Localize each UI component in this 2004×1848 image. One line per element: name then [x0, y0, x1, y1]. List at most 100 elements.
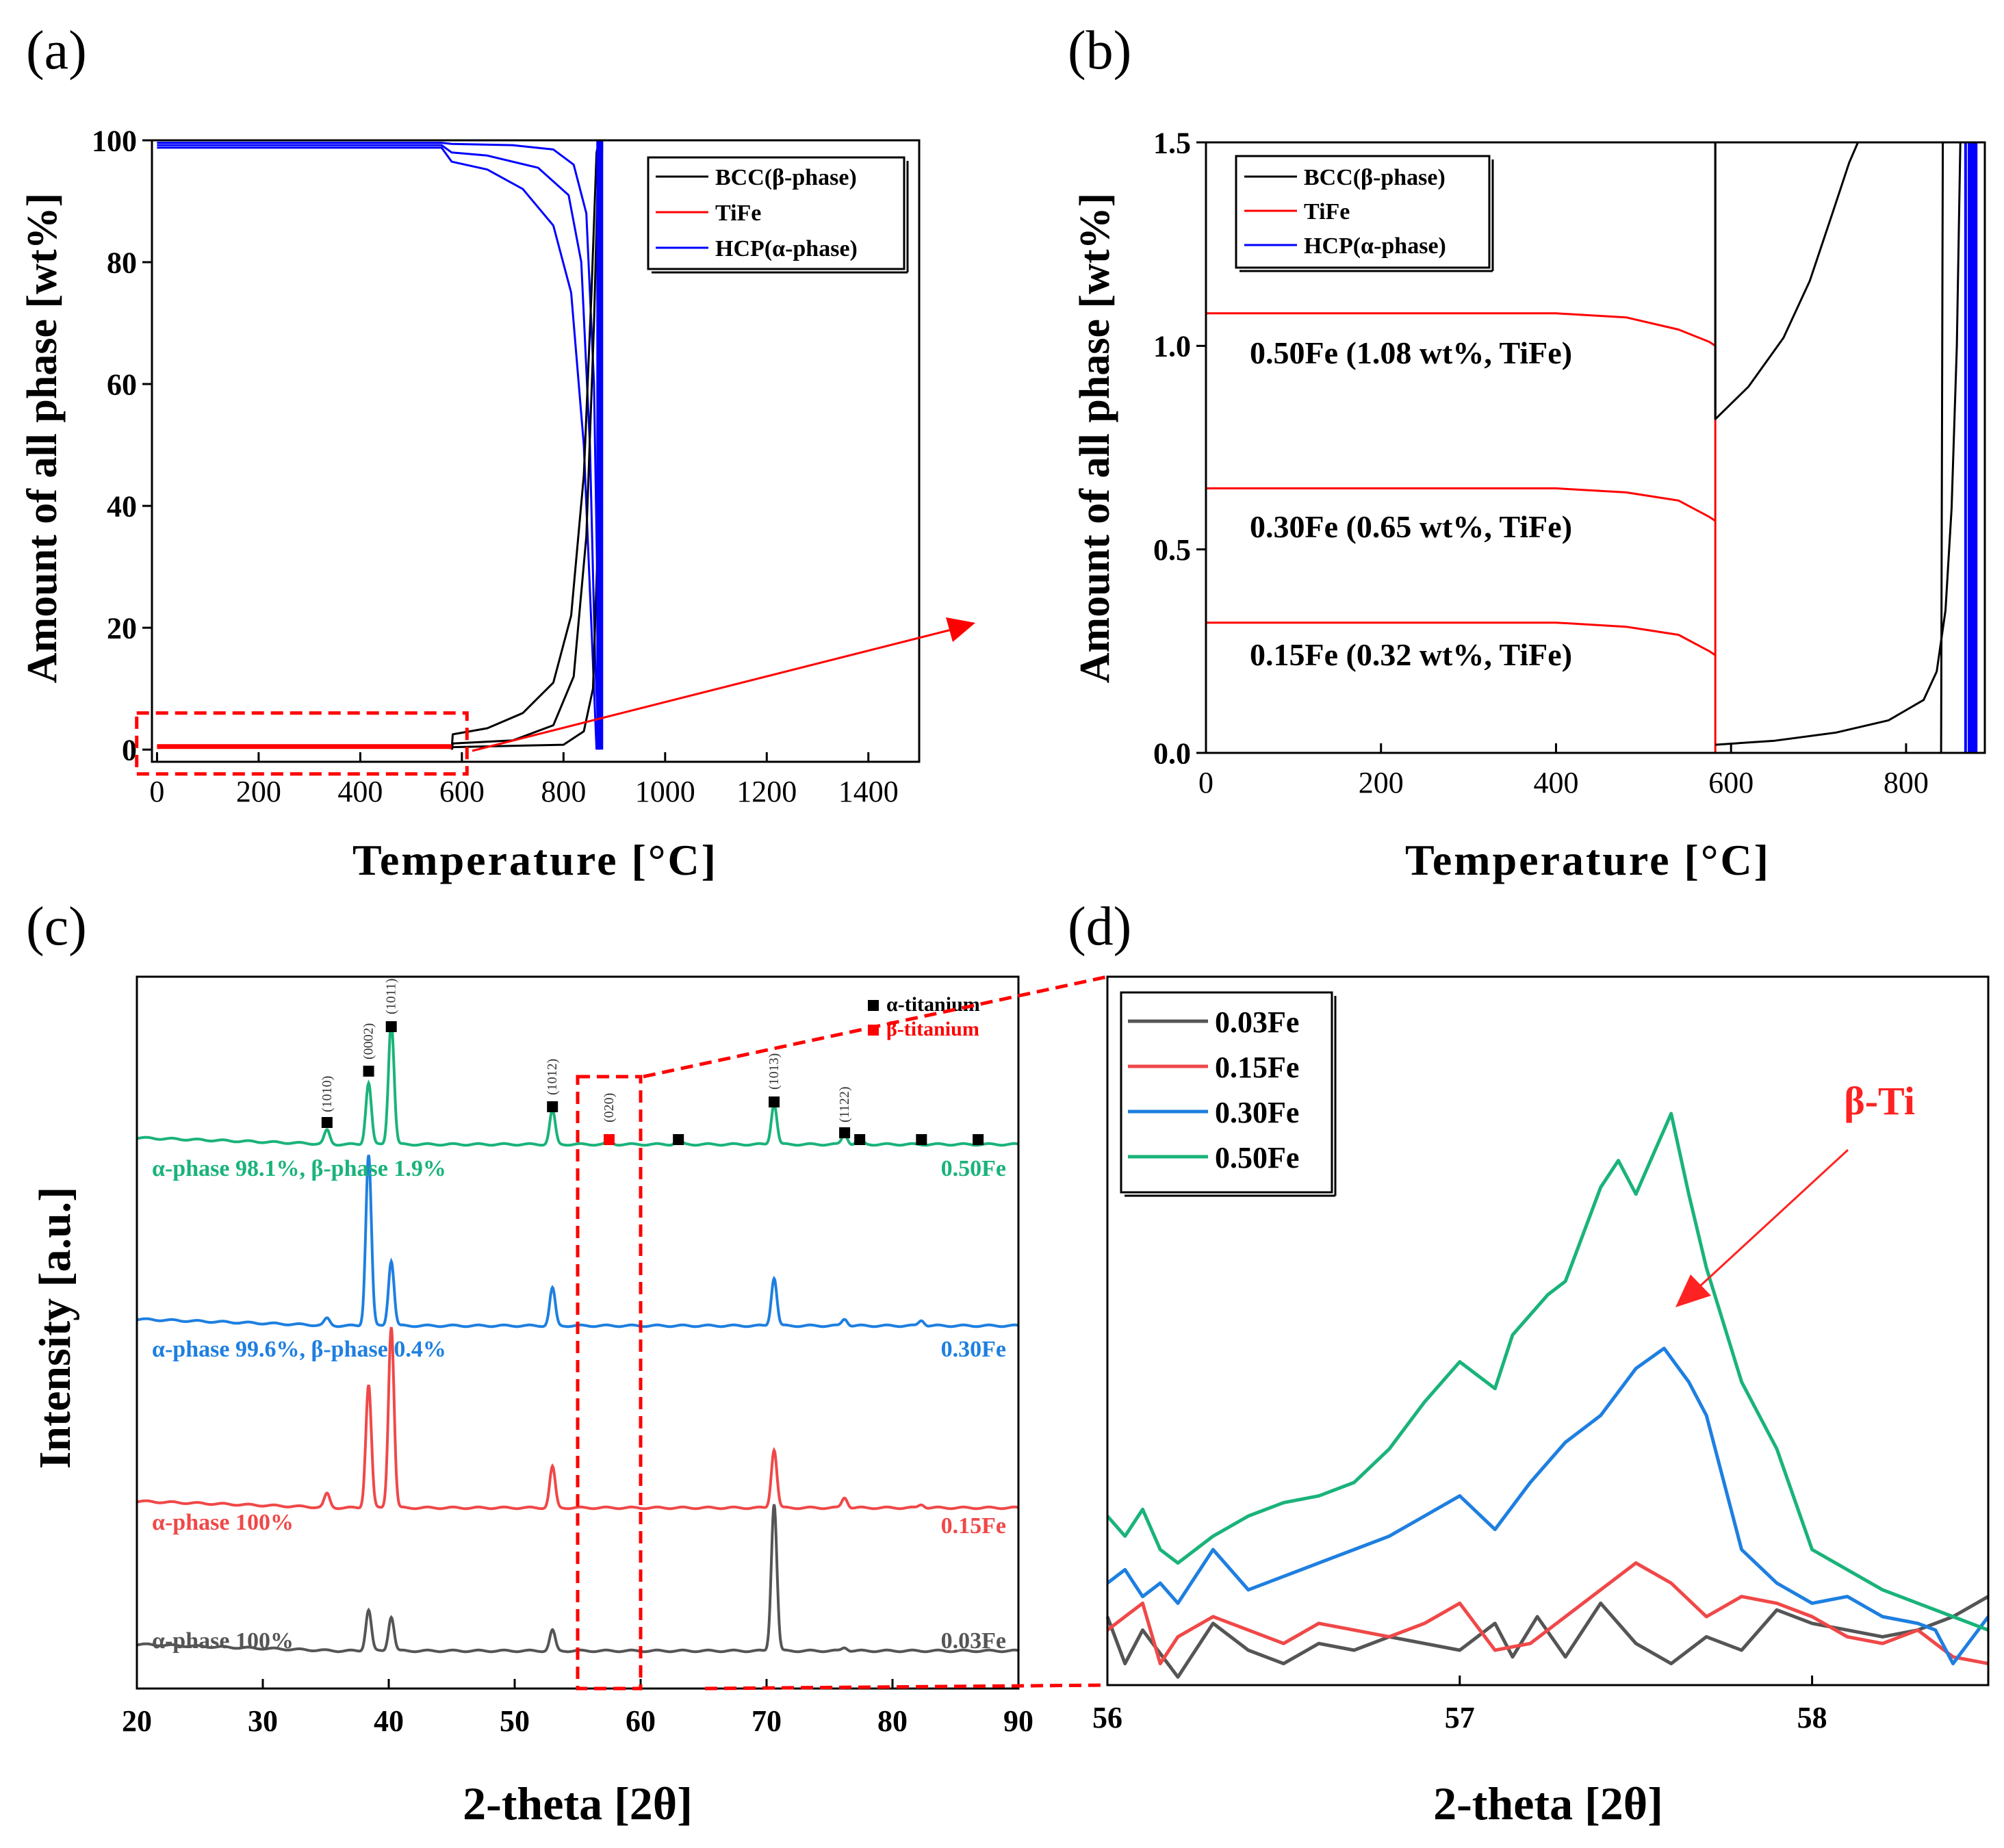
miller-index-label: (0002)	[361, 1023, 376, 1060]
x-tick-label: 200	[1359, 766, 1404, 799]
zoom-box	[135, 711, 469, 776]
x-tick-label: 56	[1092, 1701, 1122, 1734]
y-tick-label: 0.0	[1153, 736, 1191, 770]
zoom-connector-bottom	[704, 1683, 1108, 1691]
x-tick-label: 200	[236, 775, 281, 808]
miller-index-label: (1012)	[545, 1059, 560, 1095]
series-line	[1206, 487, 1717, 522]
x-tick-label: 1400	[838, 775, 899, 808]
x-tick-label: 400	[337, 775, 383, 808]
alpha-peak-marker	[916, 1134, 927, 1145]
legend-label: HCP(α-phase)	[715, 236, 858, 261]
beta-ti-arrowhead	[1675, 1274, 1711, 1307]
y-tick-label: 0	[122, 734, 137, 767]
legend: BCC(β-phase) TiFe HCP(α-phase)	[647, 156, 909, 274]
y-tick-label: 1.0	[1153, 330, 1191, 363]
legend-label: β-titanium	[886, 1018, 979, 1040]
zoom-connector-top	[643, 975, 1108, 1079]
series-line	[1940, 142, 1944, 754]
phase-annotation: α-phase 99.6%, β-phase 0.4%	[152, 1337, 446, 1362]
series-line	[157, 144, 600, 750]
y-axis-title: Amount of all phase [wt%]	[19, 193, 66, 683]
legend-frame	[1120, 991, 1333, 1194]
phase-annotation: α-phase 100%	[152, 1628, 294, 1654]
miller-index-label: (020)	[602, 1093, 617, 1122]
alpha-peak-marker	[839, 1127, 851, 1138]
xrd-zoom-line	[1106, 1346, 1990, 1666]
zoom-arrowhead	[946, 617, 975, 642]
series-line	[157, 146, 598, 750]
xrd-pattern	[136, 1021, 1019, 1147]
alpha-peak-marker	[673, 1134, 684, 1145]
miller-index-label: (1011)	[384, 978, 399, 1014]
alpha-peak-marker	[385, 1021, 397, 1032]
panel-b: 0 200 400 600 800 0.0 0.5 1.0 1.5 Temperature [°C…	[1072, 126, 1986, 884]
x-tick-label: 1200	[736, 775, 797, 808]
curve-annotation: 0.50Fe (1.08 wt%, TiFe)	[1250, 335, 1572, 370]
legend-label: BCC(β-phase)	[1304, 165, 1446, 190]
phase-annotation: α-phase 100%	[152, 1510, 294, 1535]
y-tick-label: 20	[107, 612, 137, 645]
legend-label: 0.50Fe	[1215, 1141, 1299, 1175]
series-name: 0.15Fe	[941, 1513, 1006, 1539]
x-tick-label: 600	[439, 775, 485, 808]
x-axis-title: Temperature [°C]	[352, 836, 718, 884]
x-tick-label: 1000	[635, 775, 695, 808]
series-name: 0.03Fe	[941, 1628, 1006, 1654]
x-tick-label: 400	[1533, 766, 1578, 799]
panel-a: 0 200 400 600 800 1000 1200 1400 0 20 40 60 80 100 Tem…	[19, 124, 975, 884]
x-tick-label: 60	[626, 1704, 656, 1738]
legend-label: 0.30Fe	[1215, 1096, 1299, 1129]
x-tick-label: 600	[1708, 766, 1754, 799]
panel-label-b: (b)	[1068, 21, 1131, 81]
alpha-peak-marker	[769, 1096, 780, 1107]
alpha-peak-marker	[854, 1134, 866, 1145]
x-axis-title: 2-theta [2θ]	[1433, 1778, 1663, 1830]
y-axis-title: Amount of all phase [wt%]	[1072, 193, 1118, 683]
xrd-zoom-line	[1106, 1561, 1989, 1666]
y-tick-label: 40	[107, 490, 137, 524]
x-axis-title: 2-theta [2θ]	[463, 1778, 693, 1830]
plot-frame	[151, 139, 921, 763]
beta-ti-annotation: β-Ti	[1844, 1079, 1915, 1123]
legend-label: HCP(α-phase)	[1304, 233, 1446, 259]
miller-index-label: (1122)	[837, 1086, 852, 1122]
legend-label: 0.03Fe	[1215, 1005, 1299, 1039]
zoom-arrow	[472, 628, 952, 752]
legend-label: α-titanium	[886, 993, 980, 1016]
x-tick-label: 30	[248, 1704, 278, 1738]
legend: 0.03Fe 0.15Fe 0.30Fe 0.50Fe	[1120, 991, 1337, 1197]
hcp-transition-band	[596, 140, 604, 750]
x-tick-label: 70	[752, 1704, 782, 1738]
hcp-band	[1970, 142, 1976, 753]
series-line	[157, 142, 602, 750]
alpha-peak-marker	[973, 1134, 984, 1145]
series-name: 0.30Fe	[941, 1337, 1006, 1362]
alpha-peak-marker	[363, 1066, 374, 1077]
alpha-peak-marker	[321, 1117, 333, 1128]
curve-annotation: 0.30Fe (0.65 wt%, TiFe)	[1250, 509, 1572, 544]
legend: BCC(β-phase) TiFe HCP(α-phase)	[1235, 155, 1494, 272]
x-tick-label: 800	[541, 775, 586, 808]
x-tick-label: 57	[1445, 1701, 1475, 1734]
legend-label: 0.15Fe	[1215, 1051, 1299, 1084]
series-line	[1715, 142, 1962, 746]
panel-d: 56 57 58 2-theta [2θ] 0.03Fe 0.15Fe 0.30Fe 0.50…	[1092, 975, 1990, 1830]
panel-label-c: (c)	[26, 897, 87, 957]
x-axis-title: Temperature [°C]	[1405, 836, 1771, 884]
plot-frame	[1205, 141, 1986, 754]
y-tick-label: 60	[107, 368, 137, 401]
x-tick-label: 80	[877, 1704, 908, 1738]
x-tick-label: 800	[1884, 766, 1929, 799]
y-axis-title: Intensity [a.u.]	[30, 1187, 80, 1470]
phase-annotation: α-phase 98.1%, β-phase 1.9%	[152, 1156, 446, 1181]
zoom-connectors	[643, 975, 1108, 1691]
legend-label: BCC(β-phase)	[715, 165, 857, 190]
legend-swatch	[868, 1000, 879, 1011]
x-tick-label: 0	[149, 775, 164, 808]
legend-label: TiFe	[1304, 199, 1350, 224]
x-tick-label: 58	[1797, 1701, 1827, 1734]
miller-index-label: (1010)	[320, 1076, 335, 1112]
y-tick-label: 80	[107, 246, 137, 279]
y-tick-label: 0.5	[1153, 533, 1191, 567]
